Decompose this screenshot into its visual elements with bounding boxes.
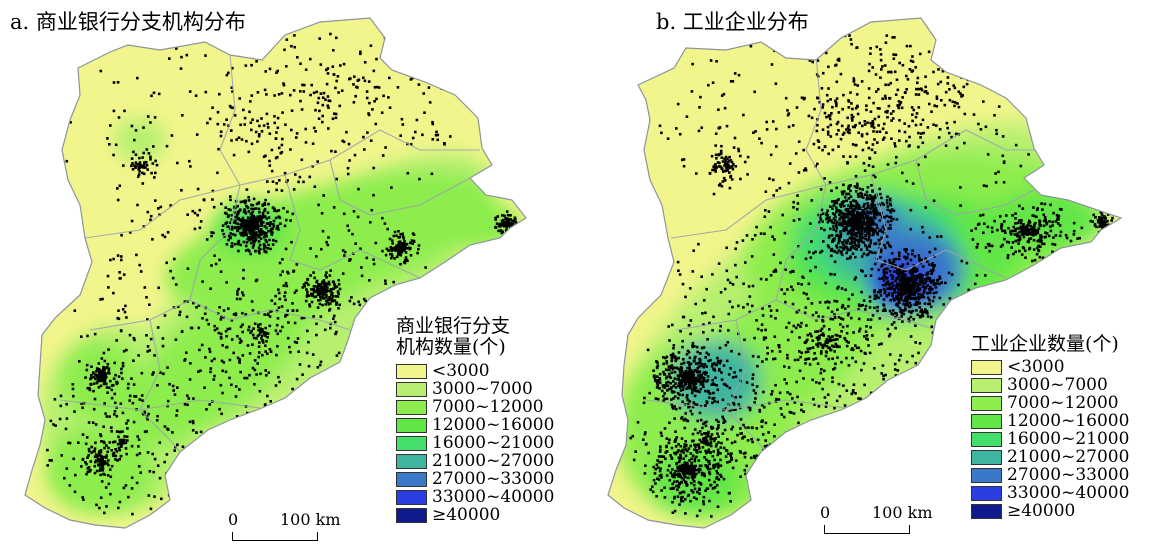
map-panel-bank-branches: a. 商业银行分支机构分布 商业银行分支 机构数量(个) <3000 3000~7… [0,0,585,554]
legend-label: 12000~16000 [432,414,555,435]
legend-label: <3000 [1007,356,1065,377]
legend-rows: <3000 3000~7000 7000~12000 12000~16000 16000… [971,356,1130,521]
legend-swatch [396,435,427,451]
legend-item: <3000 [971,356,1129,377]
legend-swatch [971,395,1002,411]
map-panel-industrial-firms: b. 工业企业分布 工业企业数量(个) <3000 3000~7000 7000~1… [586,0,1171,554]
scale-label: 100 km [280,510,341,529]
scale-line [824,525,910,534]
legend-label: ≥40000 [1007,500,1076,521]
legend-swatch [396,489,427,505]
legend-label: 7000~12000 [432,396,544,417]
legend-item: 3000~7000 [971,374,1129,395]
legend-item: 16000~21000 [971,428,1130,449]
legend-swatch [971,503,1002,519]
legend-label: 21000~27000 [432,450,555,471]
panel-title: a. 商业银行分支机构分布 [10,10,246,34]
panel-title: b. 工业企业分布 [656,10,809,34]
legend-label: 3000~7000 [432,378,533,399]
legend-swatch [971,467,1002,483]
legend-title-line1: 工业企业数量(个) [971,333,1119,355]
legend-label: 12000~16000 [1007,410,1130,431]
legend-label: 16000~21000 [432,432,555,453]
legend-item: 7000~12000 [971,392,1129,413]
legend-item: 21000~27000 [971,446,1130,467]
region-outline [607,17,1123,529]
legend-item: 12000~16000 [396,414,555,435]
legend-label: <3000 [432,360,490,381]
legend-item: 12000~16000 [971,410,1130,431]
legend: 工业企业数量(个) <3000 3000~7000 7000~12000 12000~… [971,334,1129,520]
legend-swatch [396,399,427,415]
density-map [24,17,527,529]
scale-label: 100 km [872,503,933,522]
legend-label: 27000~33000 [432,468,555,489]
legend-item: ≥40000 [396,504,554,525]
legend-rows: <3000 3000~7000 7000~12000 12000~16000 16000… [396,360,555,525]
legend-swatch [971,413,1002,429]
legend-title-line1: 商业银行分支 [396,315,511,337]
legend-item: 27000~33000 [396,468,555,489]
legend-swatch [396,363,427,379]
legend-swatch [971,377,1002,393]
scale-line [232,532,318,541]
legend-swatch [971,449,1002,465]
legend-item: 16000~21000 [396,432,555,453]
legend-label: 33000~40000 [432,486,555,507]
legend-label: 3000~7000 [1007,374,1108,395]
legend-label: 21000~27000 [1007,446,1130,467]
legend-item: 33000~40000 [971,482,1130,503]
legend-item: 3000~7000 [396,378,554,399]
legend-swatch [396,381,427,397]
legend-label: ≥40000 [432,504,501,525]
legend-title-line2: 机构数量(个) [396,336,506,358]
legend-label: 33000~40000 [1007,482,1130,503]
legend-label: 7000~12000 [1007,392,1119,413]
scale-zero: 0 [228,510,239,529]
legend-item: 27000~33000 [971,464,1130,485]
legend-item: ≥40000 [971,500,1129,521]
legend-label: 16000~21000 [1007,428,1130,449]
scale-zero: 0 [820,503,831,522]
legend-item: <3000 [396,360,554,381]
region-outline [24,17,527,529]
legend-swatch [396,453,427,469]
legend-item: 33000~40000 [396,486,555,507]
legend-swatch [396,471,427,487]
legend-swatch [971,485,1002,501]
legend-item: 7000~12000 [396,396,554,417]
density-map [607,17,1123,529]
legend: 商业银行分支 机构数量(个) <3000 3000~7000 7000~12000 1… [396,316,554,524]
legend-label: 27000~33000 [1007,464,1130,485]
legend-swatch [971,431,1002,447]
legend-swatch [396,417,427,433]
legend-swatch [396,507,427,523]
legend-swatch [971,359,1002,375]
legend-item: 21000~27000 [396,450,555,471]
